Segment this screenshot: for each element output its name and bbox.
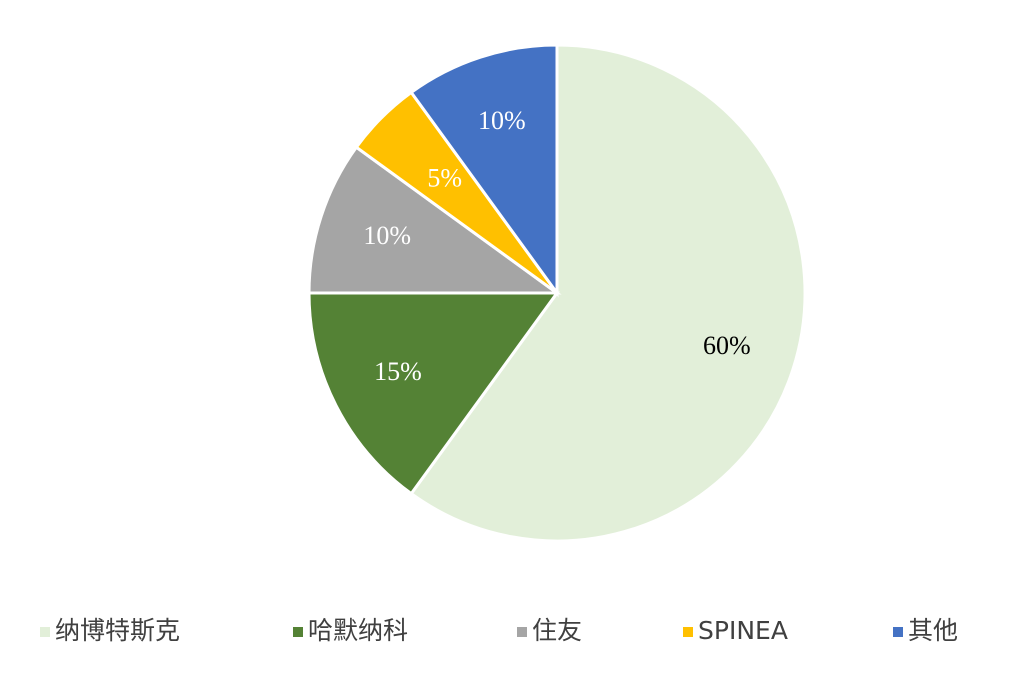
legend-swatch [683, 627, 693, 637]
legend-swatch [40, 627, 50, 637]
pie-slice [409, 43, 807, 543]
legend-swatch [517, 627, 527, 637]
legend-label: 哈默纳科 [308, 616, 408, 645]
pie-slice [307, 145, 562, 295]
legend-label: 其他 [908, 616, 958, 645]
data-label: 10% [363, 221, 411, 250]
pie-slice [307, 291, 560, 496]
legend-label: 纳博特斯克 [55, 616, 180, 645]
data-label: 60% [703, 331, 751, 360]
legend-swatch [293, 627, 303, 637]
legend-label: SPINEA [698, 616, 788, 645]
legend-swatch [893, 627, 903, 637]
legend-label: 住友 [532, 616, 582, 645]
pie-slice [409, 43, 559, 298]
data-label: 15% [374, 357, 422, 386]
data-label: 10% [478, 106, 526, 135]
data-label: 5% [427, 164, 462, 193]
